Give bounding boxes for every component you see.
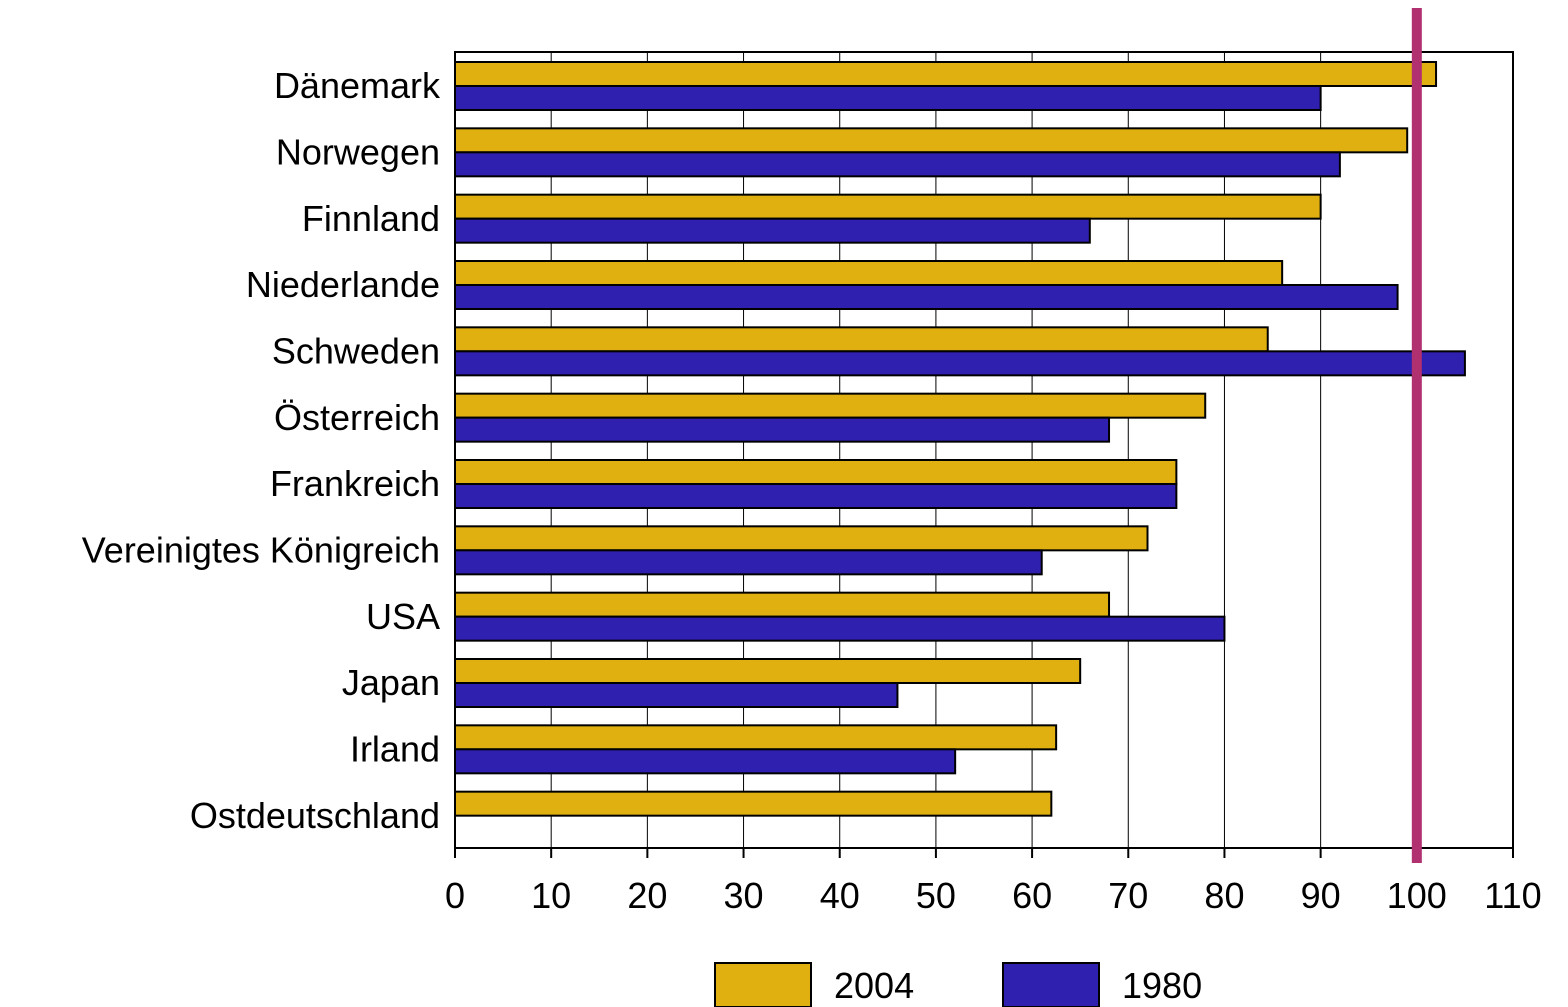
legend: 2004 1980 <box>714 962 1202 1007</box>
legend-label-2004: 2004 <box>834 965 914 1006</box>
tick-label-50: 50 <box>916 875 956 916</box>
tick-label-100: 100 <box>1387 875 1447 916</box>
category-label: Japan <box>342 662 440 703</box>
bar-2004 <box>454 658 1082 684</box>
bar-1980 <box>454 151 1341 178</box>
tick-label-90: 90 <box>1301 875 1341 916</box>
category-label: Schweden <box>272 331 440 372</box>
reference-line <box>1411 8 1422 863</box>
bar-2004 <box>454 127 1409 154</box>
category-labels: Dänemark Norwegen Finnland Niederlande Schwe… <box>82 65 441 836</box>
bar-2004 <box>454 260 1284 286</box>
bar-1980 <box>454 85 1322 111</box>
category-label: Österreich <box>274 397 440 438</box>
bar-2004 <box>454 193 1322 220</box>
category-label: USA <box>366 596 440 637</box>
tick-label-20: 20 <box>627 875 667 916</box>
category-label: Vereinigtes Königreich <box>82 530 440 571</box>
bar-1980 <box>454 682 899 708</box>
bar-2004 <box>454 525 1149 552</box>
legend-swatch-2004 <box>714 962 812 1007</box>
legend-swatch-1980 <box>1002 962 1100 1007</box>
bar-2004 <box>454 790 1053 817</box>
bar-2004 <box>454 392 1207 419</box>
tick-label-40: 40 <box>820 875 860 916</box>
tick-label-10: 10 <box>531 875 571 916</box>
bar-2004 <box>454 459 1178 485</box>
category-label: Irland <box>350 729 440 770</box>
bar-1980 <box>454 549 1043 576</box>
legend-label-1980: 1980 <box>1122 965 1202 1006</box>
reference-line-100 <box>1411 8 1422 863</box>
bar-2004 <box>454 61 1438 87</box>
tick-label-0: 0 <box>445 875 465 916</box>
tick-label-80: 80 <box>1204 875 1244 916</box>
bar-1980 <box>454 416 1111 443</box>
category-label: Finnland <box>302 198 440 239</box>
category-label: Norwegen <box>276 132 440 173</box>
bars <box>454 61 1466 817</box>
bar-1980 <box>454 615 1226 642</box>
category-label: Dänemark <box>274 65 441 106</box>
category-label: Niederlande <box>246 264 440 305</box>
tick-label-60: 60 <box>1012 875 1052 916</box>
category-label: Ostdeutschland <box>190 795 440 836</box>
bar-1980 <box>454 748 957 775</box>
tick-label-110: 110 <box>1484 875 1541 916</box>
x-axis-ticks: 0 10 20 30 40 50 60 70 80 90 100 110 <box>445 848 1542 916</box>
plot-frame <box>454 51 1514 849</box>
bar-2004 <box>454 591 1111 618</box>
bar-1980 <box>454 483 1178 509</box>
tick-label-70: 70 <box>1108 875 1148 916</box>
bar-1980 <box>454 217 1091 244</box>
bar-1980 <box>454 284 1399 310</box>
bar-2004 <box>454 724 1058 751</box>
bar-2004 <box>454 326 1269 353</box>
tick-label-30: 30 <box>724 875 764 916</box>
bar-1980 <box>454 350 1466 377</box>
category-label: Frankreich <box>270 463 440 504</box>
